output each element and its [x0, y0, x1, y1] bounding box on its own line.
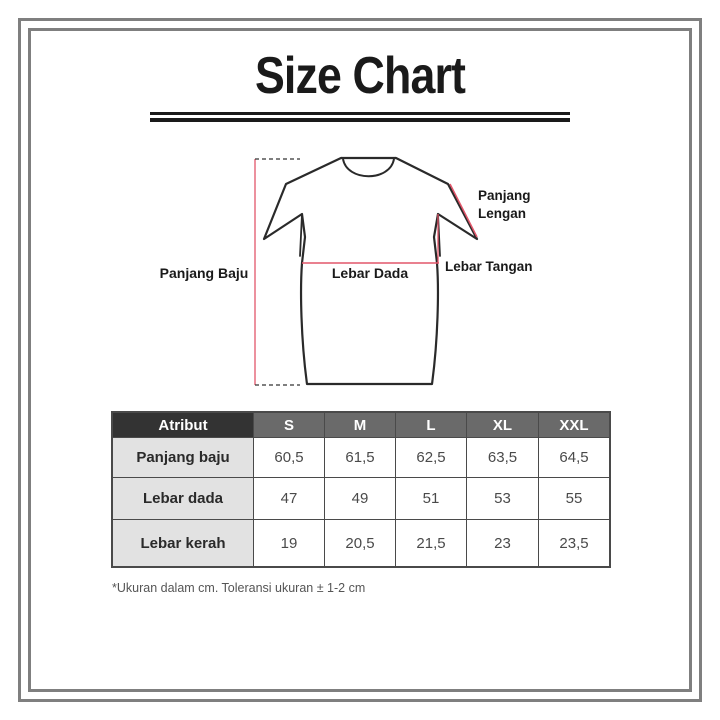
svg-text:Lebar Tangan: Lebar Tangan	[445, 259, 533, 274]
svg-text:Panjang: Panjang	[478, 188, 531, 203]
svg-text:Lebar Dada: Lebar Dada	[332, 265, 408, 281]
svg-text:Panjang Baju: Panjang Baju	[160, 265, 249, 281]
svg-text:Lengan: Lengan	[478, 206, 526, 221]
